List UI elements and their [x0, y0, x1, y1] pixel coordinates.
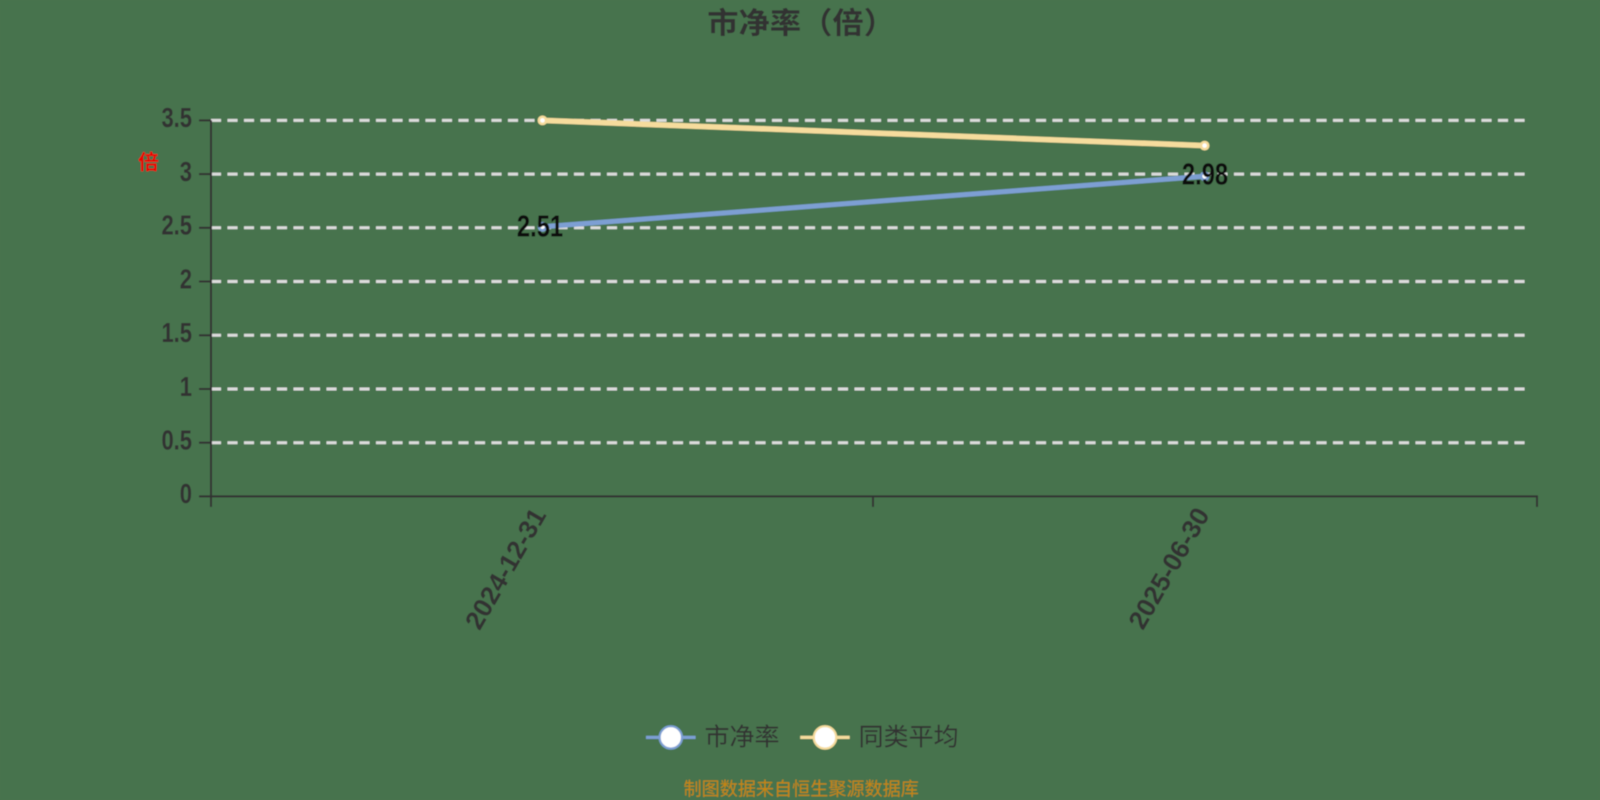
svg-text:1.5: 1.5: [161, 318, 192, 349]
svg-text:0: 0: [180, 479, 192, 510]
svg-text:3: 3: [180, 156, 192, 187]
svg-text:0.5: 0.5: [161, 425, 192, 456]
svg-text:2: 2: [180, 264, 192, 295]
svg-text:1: 1: [180, 371, 192, 402]
svg-text:3.5: 3.5: [161, 103, 192, 134]
svg-text:2.5: 2.5: [161, 210, 192, 241]
svg-text:2.51: 2.51: [517, 209, 563, 244]
svg-text:2.98: 2.98: [1182, 157, 1228, 192]
